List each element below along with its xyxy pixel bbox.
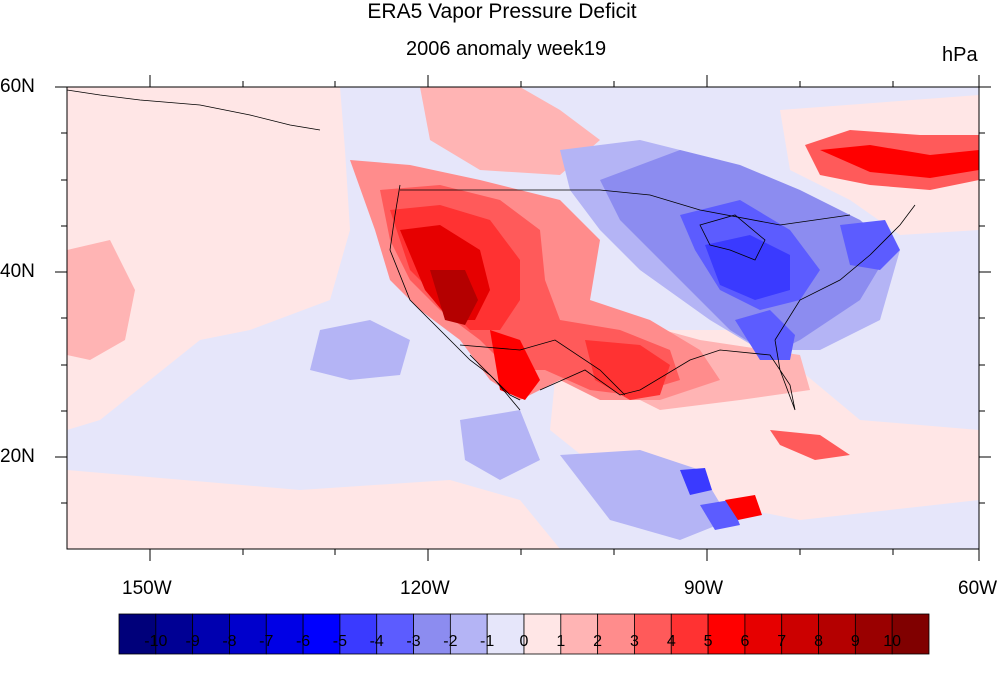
lon-label-90w: 90W <box>684 578 724 599</box>
colorbar-swatch <box>707 613 746 655</box>
colorbar-tick-label: -7 <box>259 633 274 650</box>
colorbar-swatch <box>634 613 672 655</box>
colorbar-tick-label: -9 <box>185 633 200 650</box>
colorbar-swatch <box>560 613 599 655</box>
southeast-negative <box>735 310 795 360</box>
colorbar-swatch <box>449 613 488 655</box>
new-england-negative <box>840 220 900 270</box>
alaska-coast <box>67 89 321 131</box>
anomaly-field <box>67 87 979 549</box>
pacific-light-positive <box>67 87 350 430</box>
colorbar-tick-label: 3 <box>630 633 639 650</box>
colorbar-swatch <box>118 613 157 655</box>
colorbar-tick-label: 6 <box>740 633 750 650</box>
arizona-positive <box>490 330 540 400</box>
pacific-light-negative <box>310 320 410 380</box>
colorbar-swatch <box>339 613 378 655</box>
colorbar-tick-label: 4 <box>666 633 676 650</box>
colorbar-tick-label: 7 <box>777 633 787 650</box>
axis-ticks <box>55 75 991 561</box>
colorbar-tick-label: -5 <box>332 633 348 650</box>
colorbar-tick-label: 10 <box>883 633 902 650</box>
colorbar-tick-label: 1 <box>556 633 566 650</box>
colorbar-tick-label: -4 <box>369 633 384 650</box>
colorbar-swatch <box>818 613 856 655</box>
colorbar-swatch <box>781 613 819 655</box>
coastlines <box>67 89 916 411</box>
map-title: ERA5 Vapor Pressure Deficit <box>367 0 637 23</box>
colorbar-swatch <box>523 613 562 655</box>
units-label: hPa <box>942 44 978 66</box>
honduras-positive <box>725 495 762 520</box>
canada-pink <box>420 87 600 175</box>
gulf-coastline <box>539 339 796 411</box>
colorbar-swatch <box>670 613 709 655</box>
colorbar-tick-label: 9 <box>850 633 860 650</box>
lat-label-20n: 20N <box>0 446 35 467</box>
colorbar-swatch <box>155 613 194 655</box>
colorbar-swatch <box>229 613 267 655</box>
colorbar-swatch <box>854 613 893 655</box>
central-pacific-negative <box>460 410 540 480</box>
colorbar-swatch <box>597 613 635 655</box>
colorbar-tick-label: -6 <box>295 633 311 650</box>
west-coastline <box>389 184 521 401</box>
colorbar-swatch <box>265 613 304 655</box>
east-coastline <box>774 204 916 341</box>
south-pacific-light-positive <box>67 470 560 549</box>
colorbar-swatch <box>302 613 341 655</box>
colorbar-swatch <box>744 613 783 655</box>
colorbar-tick-label: -1 <box>480 633 495 650</box>
pacific-pink-patch <box>67 240 135 360</box>
colorbar-tick-label: -2 <box>443 633 458 650</box>
colorbar-tick-label: 0 <box>519 633 529 650</box>
country-border <box>400 189 851 226</box>
lon-label-150w: 150W <box>122 578 172 599</box>
colorbar-swatch <box>192 613 230 655</box>
lat-label-40n: 40N <box>0 261 35 282</box>
lon-label-120w: 120W <box>400 578 450 599</box>
colorbar-swatch <box>891 613 930 655</box>
colorbar-tick-label: 5 <box>703 633 713 650</box>
map-subtitle: 2006 anomaly week19 <box>406 38 607 60</box>
honduras-negative <box>680 468 712 495</box>
colorbar-tick-label: -8 <box>222 633 237 650</box>
baja-coastline <box>469 354 521 411</box>
colorbar-tick-label: 8 <box>814 633 823 650</box>
colorbar-tick-label: -3 <box>406 633 421 650</box>
colorbar-tick-label: 2 <box>593 633 603 650</box>
lon-label-60w: 60W <box>958 578 998 599</box>
ohio-valley-strong-negative <box>705 235 790 300</box>
labrador-strong-positive <box>820 145 979 178</box>
cuba-positive <box>770 430 850 460</box>
great-lakes-outline <box>699 214 766 261</box>
colorbar-tick-label: -10 <box>144 633 168 650</box>
lat-label-60n: 60N <box>0 76 35 97</box>
nevada-max <box>430 270 478 325</box>
mexico-border <box>459 339 626 396</box>
